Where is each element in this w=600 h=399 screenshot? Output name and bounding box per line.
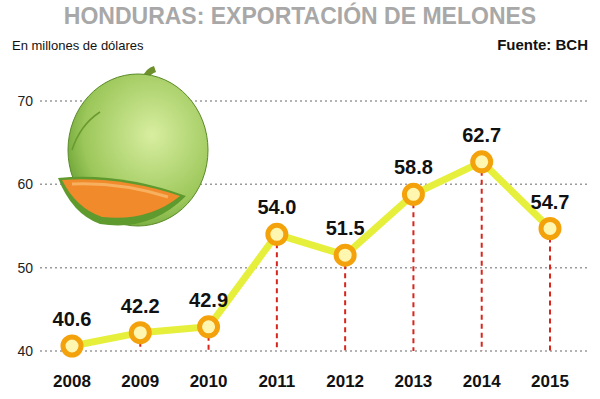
data-marker [336,246,354,264]
grid-line [40,267,590,269]
chart: HONDURAS: EXPORTACIÓN DE MELONES En millo… [0,0,600,399]
drop-line [412,194,414,351]
melon-rind [58,177,186,226]
plot-area [63,153,559,355]
data-marker [63,337,81,355]
data-label: 42.2 [121,295,160,317]
melon-slice [62,179,180,217]
y-tick-label: 40 [17,343,33,359]
y-axis-label: En millones de dólares [12,38,144,53]
x-tick-label: 2012 [326,372,364,391]
x-tick-label: 2014 [463,372,501,391]
drop-line [276,234,278,351]
x-tick-label: 2013 [395,372,433,391]
data-marker [473,153,491,171]
data-label: 51.5 [326,217,365,239]
grid-line [40,350,590,352]
data-marker [131,324,149,342]
y-tick-label: 70 [17,93,33,109]
data-marker [268,225,286,243]
y-tick-label: 50 [17,260,33,276]
x-tick-label: 2008 [53,372,91,391]
x-tick-label: 2009 [121,372,159,391]
data-label: 62.7 [462,124,501,146]
title: HONDURAS: EXPORTACIÓN DE MELONES [64,2,536,29]
data-label: 54.7 [531,191,570,213]
data-label: 40.6 [53,308,92,330]
data-marker [200,318,218,336]
x-tick-label: 2010 [190,372,228,391]
drop-line [549,229,551,352]
drop-line [481,162,483,351]
x-tick-label: 2015 [531,372,569,391]
melon-cut-edge [72,112,100,150]
melon-slice-shine [72,184,168,197]
data-label: 54.0 [257,196,296,218]
source-note: Fuente: BCH [497,36,588,53]
data-label: 42.9 [189,289,228,311]
data-marker [541,220,559,238]
drop-line [344,255,346,351]
data-line [72,162,550,346]
y-tick-label: 60 [17,176,33,192]
data-label: 58.8 [394,156,433,178]
melon-illustration [58,66,208,226]
x-tick-label: 2011 [258,372,295,391]
data-marker [404,185,422,203]
